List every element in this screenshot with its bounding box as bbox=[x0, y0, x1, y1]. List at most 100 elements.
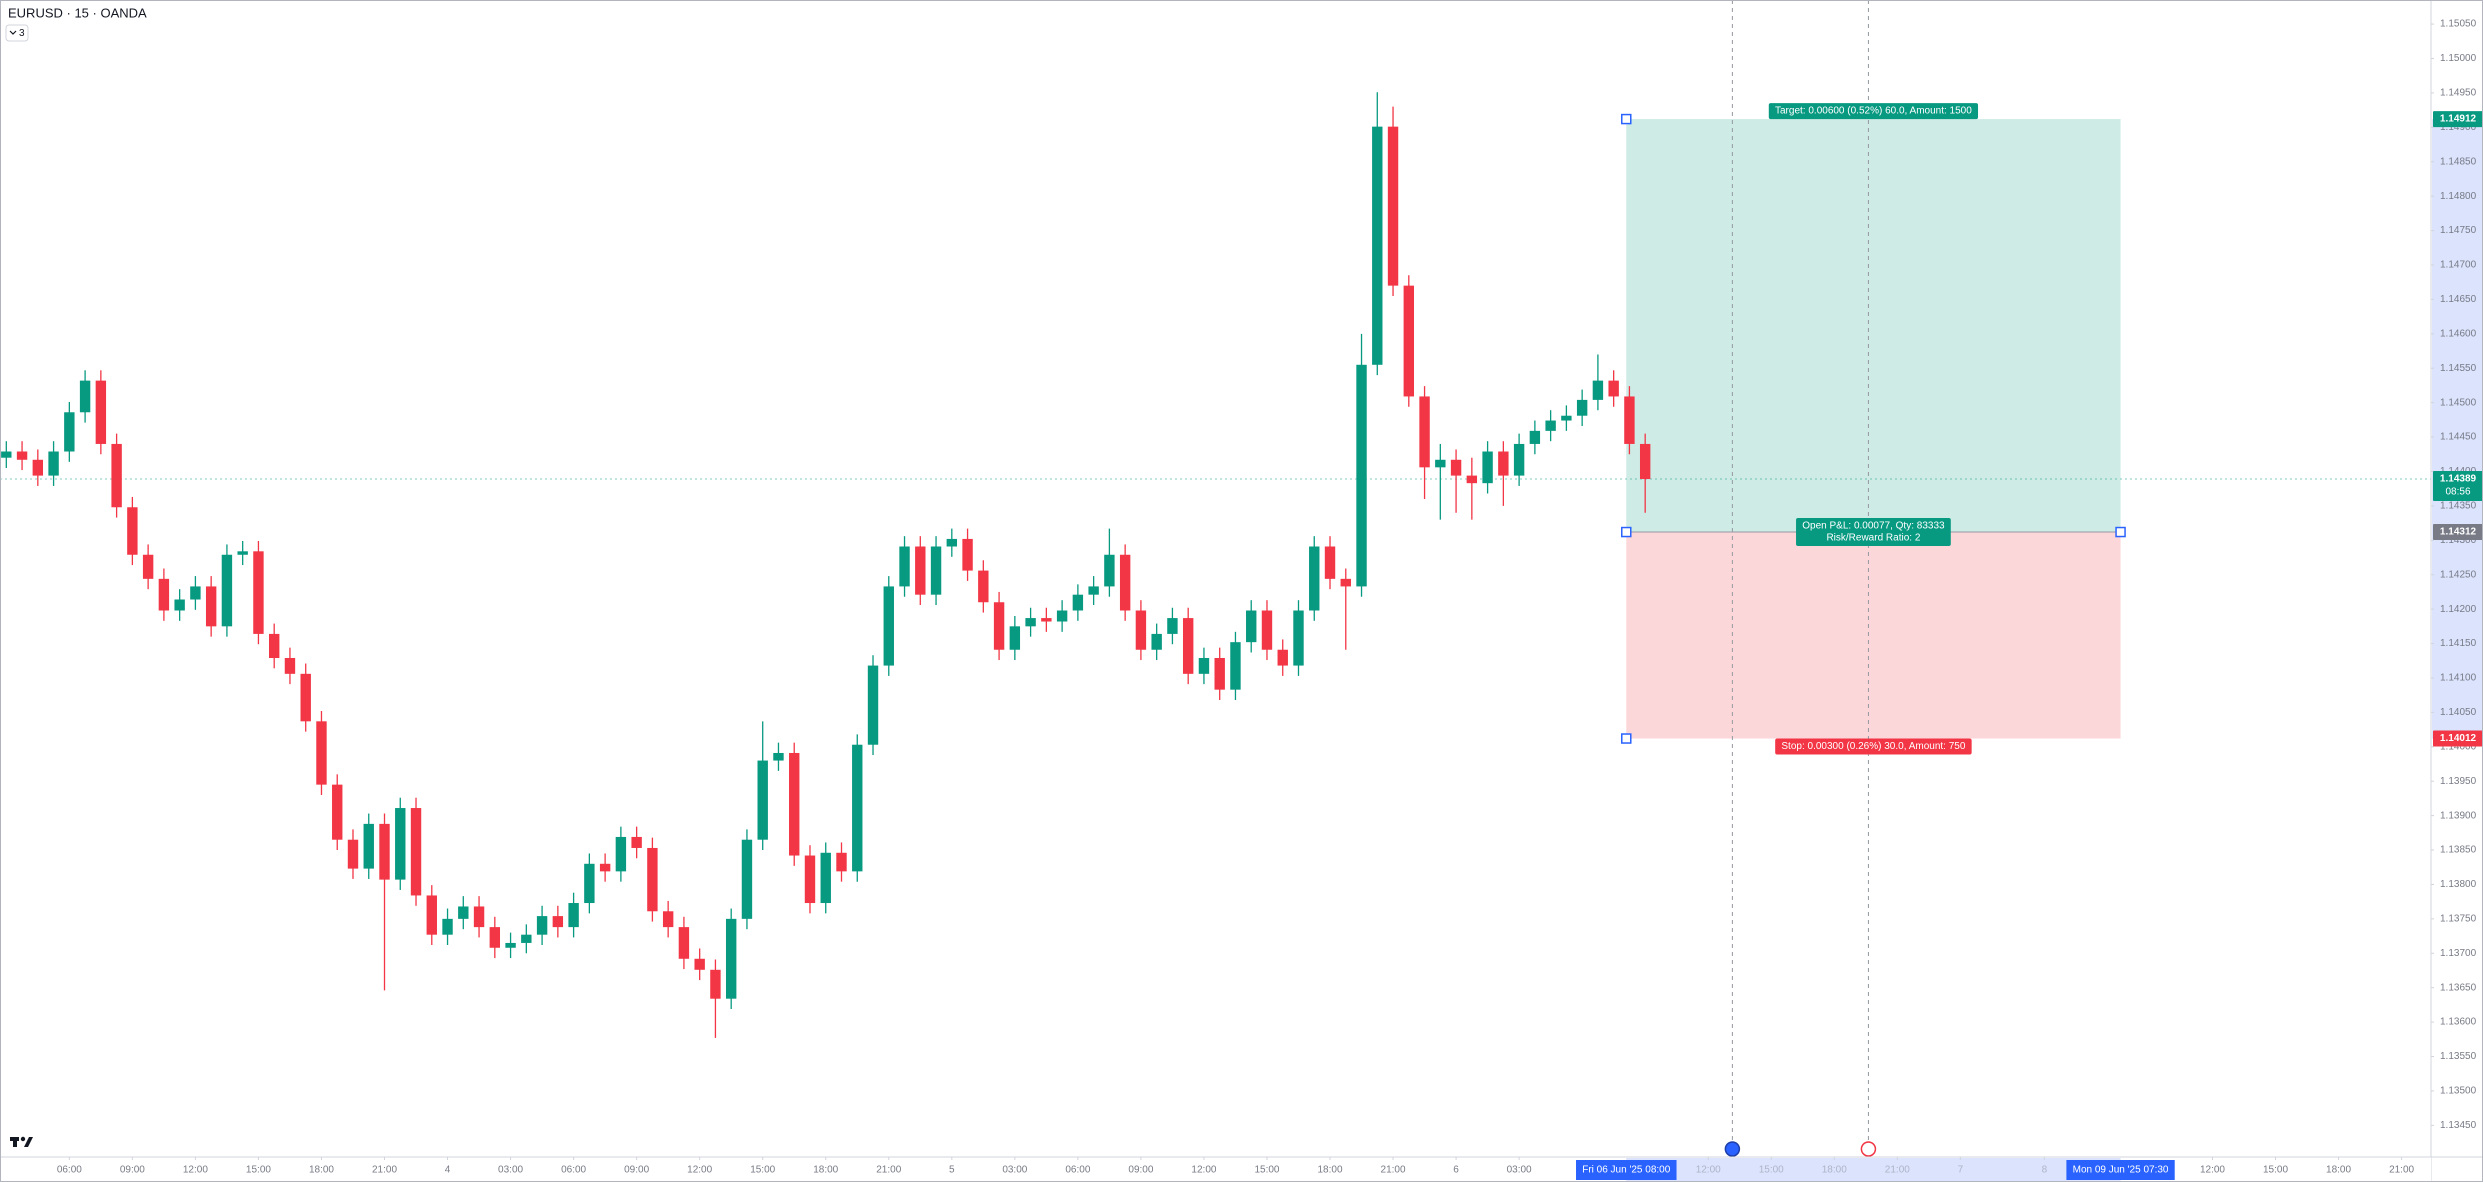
y-tick-label: 1.14800 bbox=[2440, 191, 2477, 202]
indicator-toggle[interactable] bbox=[5, 24, 29, 42]
y-tick-label: 1.15050 bbox=[2440, 19, 2477, 30]
candle-body bbox=[1466, 475, 1478, 484]
y-tick-label: 1.14350 bbox=[2440, 501, 2477, 512]
y-tick-label: 1.13700 bbox=[2440, 948, 2477, 959]
y-tick-label: 1.13800 bbox=[2440, 879, 2477, 890]
candle-body bbox=[773, 752, 784, 761]
candle-body bbox=[1041, 618, 1052, 622]
candle-body bbox=[725, 918, 737, 999]
candle-body bbox=[1403, 285, 1415, 397]
candle-body bbox=[978, 570, 989, 603]
candle-body bbox=[505, 942, 516, 948]
toggle-chevron bbox=[9, 30, 17, 35]
stop-zone bbox=[1626, 532, 2121, 739]
candle-body bbox=[253, 551, 264, 634]
indicator-count: 3 bbox=[19, 28, 25, 39]
y-tick-label: 1.14250 bbox=[2440, 569, 2477, 580]
candle-body bbox=[867, 665, 879, 745]
candle-body bbox=[741, 839, 753, 919]
candle-body bbox=[804, 855, 816, 904]
y-tick-label: 1.14150 bbox=[2440, 638, 2477, 649]
y-tick-label: 1.13900 bbox=[2440, 810, 2477, 821]
candle-body bbox=[1576, 399, 1588, 416]
y-tick-label: 1.14050 bbox=[2440, 707, 2477, 718]
candle-body bbox=[915, 546, 926, 595]
x-tick-label: 15:00 bbox=[1254, 1165, 1279, 1176]
candle-body bbox=[1545, 420, 1556, 431]
end-time-label: Mon 09 Jun '25 07:30 bbox=[2073, 1165, 2169, 1176]
y-tick-label: 1.14750 bbox=[2440, 225, 2477, 236]
x-tick-label: 21:00 bbox=[876, 1165, 901, 1176]
candle-body bbox=[615, 836, 627, 872]
x-tick-label: 03:00 bbox=[1002, 1165, 1027, 1176]
candle-body bbox=[268, 633, 280, 658]
y-tick-label: 1.14850 bbox=[2440, 156, 2477, 167]
x-tick-label: 18:00 bbox=[1317, 1165, 1342, 1176]
candle-body bbox=[237, 551, 248, 555]
x-tick-label: 18:00 bbox=[813, 1165, 838, 1176]
y-tick-label: 1.14900 bbox=[2440, 122, 2477, 133]
candle-body bbox=[442, 918, 453, 935]
candle-body bbox=[1119, 554, 1131, 611]
x-tick-label: 15:00 bbox=[750, 1165, 775, 1176]
tool-handle bbox=[1621, 526, 1632, 538]
stop-label-box bbox=[1775, 738, 1972, 755]
y-tick-label: 1.14450 bbox=[2440, 432, 2477, 443]
candle-body bbox=[1214, 657, 1225, 690]
candle-body bbox=[1309, 546, 1320, 611]
candle-body bbox=[662, 911, 674, 928]
tradingview-logo bbox=[10, 1136, 33, 1147]
candle-body bbox=[1198, 657, 1210, 674]
candle-body bbox=[95, 380, 107, 444]
candle-body bbox=[205, 586, 217, 627]
open-label: Open P&L: 0.00077, Qty: 83333 bbox=[1802, 521, 1945, 532]
candle-body bbox=[1356, 364, 1367, 587]
x-tick-label: 09:00 bbox=[1128, 1165, 1153, 1176]
end-time-label-box bbox=[2066, 1160, 2175, 1180]
candle-body bbox=[1419, 396, 1430, 468]
candle-body bbox=[1482, 451, 1493, 484]
candle-body bbox=[1104, 554, 1115, 587]
candle-body bbox=[142, 554, 154, 579]
candle-body bbox=[347, 839, 359, 869]
last-price-countdown: 08:56 bbox=[2445, 487, 2470, 498]
candle-body bbox=[584, 863, 595, 904]
candle-body bbox=[852, 744, 863, 872]
candle-body bbox=[32, 459, 44, 476]
candle-body bbox=[1372, 126, 1383, 365]
x-tick-label: 15:00 bbox=[246, 1165, 271, 1176]
x-tick-label: 15:00 bbox=[2263, 1165, 2288, 1176]
candle-body bbox=[1009, 626, 1021, 650]
candle-body bbox=[1498, 451, 1509, 476]
y-tick-label: 1.13500 bbox=[2440, 1086, 2477, 1097]
candle-body bbox=[1639, 443, 1651, 480]
candle-body bbox=[127, 507, 138, 555]
y-tick-label: 1.13850 bbox=[2440, 845, 2477, 856]
candle-body bbox=[316, 721, 327, 785]
y-tick-label: 1.13750 bbox=[2440, 913, 2477, 924]
start-time-label-box bbox=[1576, 1160, 1677, 1180]
stop-label: Stop: 0.00300 (0.26%) 30.0, Amount: 750 bbox=[1781, 741, 1965, 752]
candle-body bbox=[993, 602, 1005, 650]
background-layer bbox=[0, 0, 2431, 1157]
candle-body bbox=[190, 586, 201, 600]
candle-body bbox=[1246, 610, 1257, 643]
candle-body bbox=[426, 895, 437, 935]
candle-body bbox=[1450, 459, 1462, 476]
candle-body bbox=[458, 906, 469, 919]
candle-body bbox=[1513, 443, 1525, 476]
candle-body bbox=[379, 823, 390, 880]
candle-body bbox=[1608, 380, 1619, 397]
x-tick-label: 18:00 bbox=[1822, 1165, 1847, 1176]
open-label-box bbox=[1796, 518, 1951, 547]
candle-body bbox=[363, 823, 374, 869]
x-tick-label: 12:00 bbox=[1191, 1165, 1216, 1176]
candle-body bbox=[174, 599, 185, 611]
candle-body bbox=[1387, 126, 1399, 286]
candle-body bbox=[946, 538, 958, 547]
candle-body bbox=[1135, 610, 1147, 650]
tool-handle bbox=[1621, 113, 1632, 125]
